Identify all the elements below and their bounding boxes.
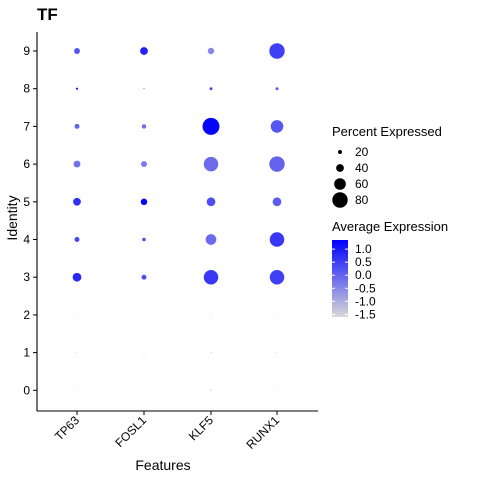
dot-tp63-6	[73, 160, 81, 168]
dot-klf5-5	[206, 197, 216, 207]
dot-klf5-8	[209, 87, 213, 91]
size-legend-dot	[338, 150, 342, 154]
color-legend-bar	[332, 240, 348, 317]
x-tick-label: RUNX1	[243, 413, 282, 452]
color-legend-label: -1.5	[355, 307, 376, 321]
dot-tp63-0	[76, 389, 78, 391]
color-legend-label: -0.5	[355, 281, 376, 295]
dot-runx1-1	[276, 352, 278, 354]
y-tick-label: 5	[23, 195, 30, 209]
dot-tp63-5	[73, 197, 81, 206]
color-legend: Average Expression 1.00.50.0-0.5-1.0-1.5	[332, 219, 448, 321]
dot-klf5-3	[203, 269, 219, 285]
x-tick-label: KLF5	[186, 413, 216, 443]
dot-fosl1-8	[143, 88, 145, 90]
size-legend: Percent Expressed 20 40 60 80	[332, 124, 442, 208]
y-ticks: 0 1 2 3 4 5 6 7 8 9	[23, 44, 37, 397]
color-legend-title: Average Expression	[332, 219, 448, 234]
dot-klf5-1	[210, 352, 212, 354]
dot-runx1-7	[270, 120, 284, 133]
dot-fosl1-2	[143, 314, 145, 316]
y-tick-label: 6	[23, 157, 30, 171]
size-legend-label: 60	[355, 177, 369, 191]
dot-klf5-4	[205, 234, 217, 245]
dot-tp63-2	[76, 314, 78, 316]
y-tick-label: 1	[23, 346, 30, 360]
dot-klf5-0	[210, 389, 212, 391]
size-legend-label: 20	[355, 145, 369, 159]
color-legend-label: -1.0	[355, 294, 376, 308]
size-legend-dot	[332, 192, 348, 208]
y-tick-label: 9	[23, 44, 30, 58]
dot-layer	[72, 43, 285, 391]
color-legend-label: 1.0	[355, 242, 372, 256]
dot-tp63-8	[75, 87, 79, 90]
x-tick-label: FOSL1	[112, 413, 149, 450]
dot-fosl1-0	[143, 389, 145, 391]
dot-fosl1-9	[140, 47, 148, 55]
size-legend-label: 80	[355, 193, 369, 207]
dot-runx1-4	[269, 232, 285, 247]
x-axis-title: Features	[135, 457, 190, 473]
size-legend-title: Percent Expressed	[332, 124, 442, 139]
color-legend-label: 0.5	[355, 255, 372, 269]
dot-runx1-5	[272, 197, 282, 207]
y-tick-label: 7	[23, 119, 30, 133]
size-legend-dot	[336, 164, 344, 172]
dot-tp63-1	[76, 352, 78, 354]
color-legend-label: 0.0	[355, 268, 372, 282]
x-ticks: TP63 FOSL1 KLF5 RUNX1	[52, 411, 282, 452]
dot-fosl1-1	[143, 352, 145, 354]
y-tick-label: 2	[23, 308, 30, 322]
dot-runx1-6	[269, 156, 285, 172]
y-tick-label: 3	[23, 270, 30, 284]
y-tick-label: 8	[23, 82, 30, 96]
x-tick-label: TP63	[52, 413, 82, 443]
size-legend-dot	[334, 178, 346, 190]
y-tick-label: 4	[23, 233, 30, 247]
dot-runx1-0	[276, 389, 278, 391]
dot-tp63-3	[72, 272, 82, 282]
dot-tp63-7	[74, 123, 80, 129]
dot-klf5-9	[207, 47, 215, 55]
dot-fosl1-7	[141, 124, 147, 129]
dot-runx1-3	[269, 269, 285, 285]
dot-klf5-7	[202, 117, 220, 135]
size-legend-label: 40	[355, 161, 369, 175]
dot-klf5-2	[210, 314, 212, 316]
dot-runx1-2	[276, 314, 278, 316]
chart-title: TF	[37, 5, 58, 24]
dot-klf5-6	[203, 156, 219, 172]
dot-tp63-4	[74, 237, 80, 242]
dot-fosl1-3	[141, 274, 147, 280]
dot-fosl1-6	[141, 161, 147, 168]
dot-tp63-9	[74, 48, 80, 54]
dot-fosl1-4	[142, 237, 146, 242]
dot-fosl1-5	[140, 198, 148, 206]
y-tick-label: 0	[23, 383, 30, 397]
dot-runx1-8	[275, 87, 279, 91]
y-axis-title: Identity	[4, 195, 20, 240]
dot-runx1-9	[269, 43, 285, 59]
